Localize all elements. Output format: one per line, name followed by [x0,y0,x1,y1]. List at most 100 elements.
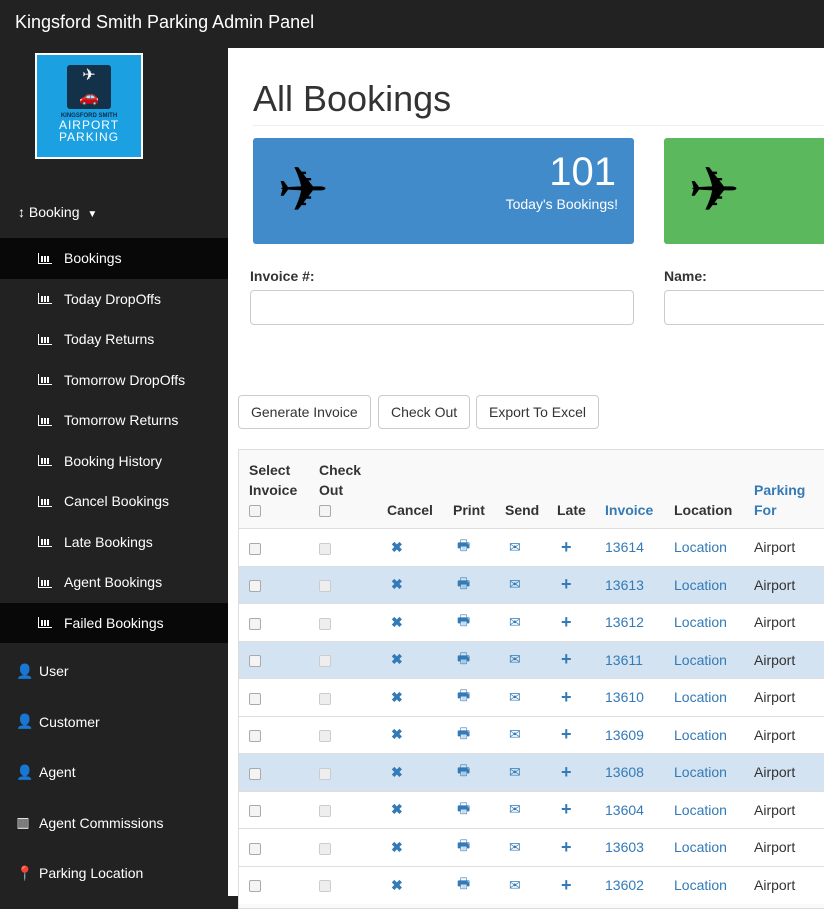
select-invoice-checkbox[interactable] [249,542,261,555]
select-invoice-checkbox[interactable] [249,767,261,780]
cancel-icon[interactable]: ✖ [377,865,443,904]
location-link[interactable]: Location [664,678,744,716]
sidebar-top-item[interactable]: 👤 Customer [0,697,228,748]
print-icon[interactable]: 🖶 [443,528,495,566]
check-out-checkbox[interactable] [319,692,331,705]
sidebar-top-item[interactable]: 📍 Parking Location [0,848,228,899]
plus-icon[interactable]: + [547,790,595,829]
name-input[interactable] [664,290,824,325]
sidebar-item[interactable]: Tomorrow DropOffs [0,360,228,401]
check-out-checkbox[interactable] [319,542,331,555]
sidebar-item[interactable]: Booking History [0,441,228,482]
cancel-icon[interactable]: ✖ [377,678,443,716]
check-out-checkbox[interactable] [319,580,331,593]
check-out-checkbox[interactable] [319,617,331,630]
envelope-icon[interactable]: ✉ [495,640,547,679]
logo[interactable]: ✈ 🚗 KINGSFORD SMITH AIRPORT PARKING [35,53,143,159]
print-icon[interactable]: 🖶 [443,753,495,791]
print-icon[interactable]: 🖶 [443,565,495,604]
select-all-checkbox[interactable] [249,505,261,518]
location-link[interactable]: Location [664,640,744,679]
select-invoice-checkbox[interactable] [249,655,261,668]
invoice-link[interactable]: 13609 [595,715,664,754]
invoice-link[interactable]: 13613 [595,565,664,604]
check-out-checkbox[interactable] [319,655,331,668]
invoice-link[interactable]: 13610 [595,678,664,716]
sidebar-top-item[interactable]: 👤 Agent [0,747,228,798]
envelope-icon[interactable]: ✉ [495,603,547,641]
plus-icon[interactable]: + [547,753,595,791]
sidebar-item[interactable]: Late Bookings [0,522,228,563]
checkout-all-checkbox[interactable] [319,505,331,518]
check-out-checkbox[interactable] [319,880,331,893]
plus-icon[interactable]: + [547,565,595,604]
col-invoice[interactable]: Invoice [605,502,654,518]
cancel-icon[interactable]: ✖ [377,715,443,754]
check-out-checkbox[interactable] [319,730,331,743]
select-invoice-checkbox[interactable] [249,617,261,630]
sidebar-top-item[interactable]: ▥ Agent Commissions [0,798,228,849]
generate-invoice-button[interactable]: Generate Invoice [238,395,371,429]
col-parking-for[interactable]: Parking For [754,482,806,518]
location-link[interactable]: Location [664,753,744,791]
location-link[interactable]: Location [664,565,744,604]
select-invoice-checkbox[interactable] [249,730,261,743]
invoice-link[interactable]: 13604 [595,790,664,829]
invoice-input[interactable] [250,290,634,325]
location-link[interactable]: Location [664,715,744,754]
cancel-icon[interactable]: ✖ [377,603,443,641]
location-link[interactable]: Location [664,865,744,904]
location-link[interactable]: Location [664,828,744,866]
cancel-icon[interactable]: ✖ [377,640,443,679]
plus-icon[interactable]: + [547,715,595,754]
cancel-icon[interactable]: ✖ [377,828,443,866]
sidebar-item[interactable]: Tomorrow Returns [0,400,228,441]
sidebar-item[interactable]: Cancel Bookings [0,481,228,522]
print-icon[interactable]: 🖶 [443,790,495,829]
select-invoice-checkbox[interactable] [249,805,261,818]
select-invoice-checkbox[interactable] [249,580,261,593]
print-icon[interactable]: 🖶 [443,865,495,904]
select-invoice-checkbox[interactable] [249,880,261,893]
sidebar-item[interactable]: Today DropOffs [0,279,228,320]
print-icon[interactable]: 🖶 [443,828,495,866]
print-icon[interactable]: 🖶 [443,678,495,716]
second-panel[interactable]: ✈ [664,138,824,244]
check-out-checkbox[interactable] [319,767,331,780]
select-invoice-checkbox[interactable] [249,692,261,705]
todays-bookings-panel[interactable]: ✈ 101 Today's Bookings! [253,138,634,244]
plus-icon[interactable]: + [547,865,595,904]
envelope-icon[interactable]: ✉ [495,678,547,716]
print-icon[interactable]: 🖶 [443,640,495,679]
cancel-icon[interactable]: ✖ [377,565,443,604]
invoice-link[interactable]: 13614 [595,528,664,566]
envelope-icon[interactable]: ✉ [495,790,547,829]
booking-menu-toggle[interactable]: ↕ Booking ▼ [18,204,97,220]
invoice-link[interactable]: 13608 [595,753,664,791]
invoice-link[interactable]: 13611 [595,640,664,679]
plus-icon[interactable]: + [547,528,595,566]
envelope-icon[interactable]: ✉ [495,753,547,791]
check-out-checkbox[interactable] [319,842,331,855]
invoice-link[interactable]: 13612 [595,603,664,641]
sidebar-top-item[interactable]: 👤 User [0,646,228,697]
location-link[interactable]: Location [664,790,744,829]
print-icon[interactable]: 🖶 [443,603,495,641]
envelope-icon[interactable]: ✉ [495,865,547,904]
envelope-icon[interactable]: ✉ [495,528,547,566]
invoice-link[interactable]: 13603 [595,828,664,866]
location-link[interactable]: Location [664,603,744,641]
plus-icon[interactable]: + [547,640,595,679]
plus-icon[interactable]: + [547,678,595,716]
envelope-icon[interactable]: ✉ [495,565,547,604]
export-excel-button[interactable]: Export To Excel [476,395,600,429]
invoice-link[interactable]: 13602 [595,865,664,904]
location-link[interactable]: Location [664,528,744,566]
plus-icon[interactable]: + [547,603,595,641]
cancel-icon[interactable]: ✖ [377,790,443,829]
plus-icon[interactable]: + [547,828,595,866]
print-icon[interactable]: 🖶 [443,715,495,754]
sidebar-item[interactable]: Agent Bookings [0,562,228,603]
sidebar-item[interactable]: Failed Bookings [0,602,228,643]
envelope-icon[interactable]: ✉ [495,828,547,866]
